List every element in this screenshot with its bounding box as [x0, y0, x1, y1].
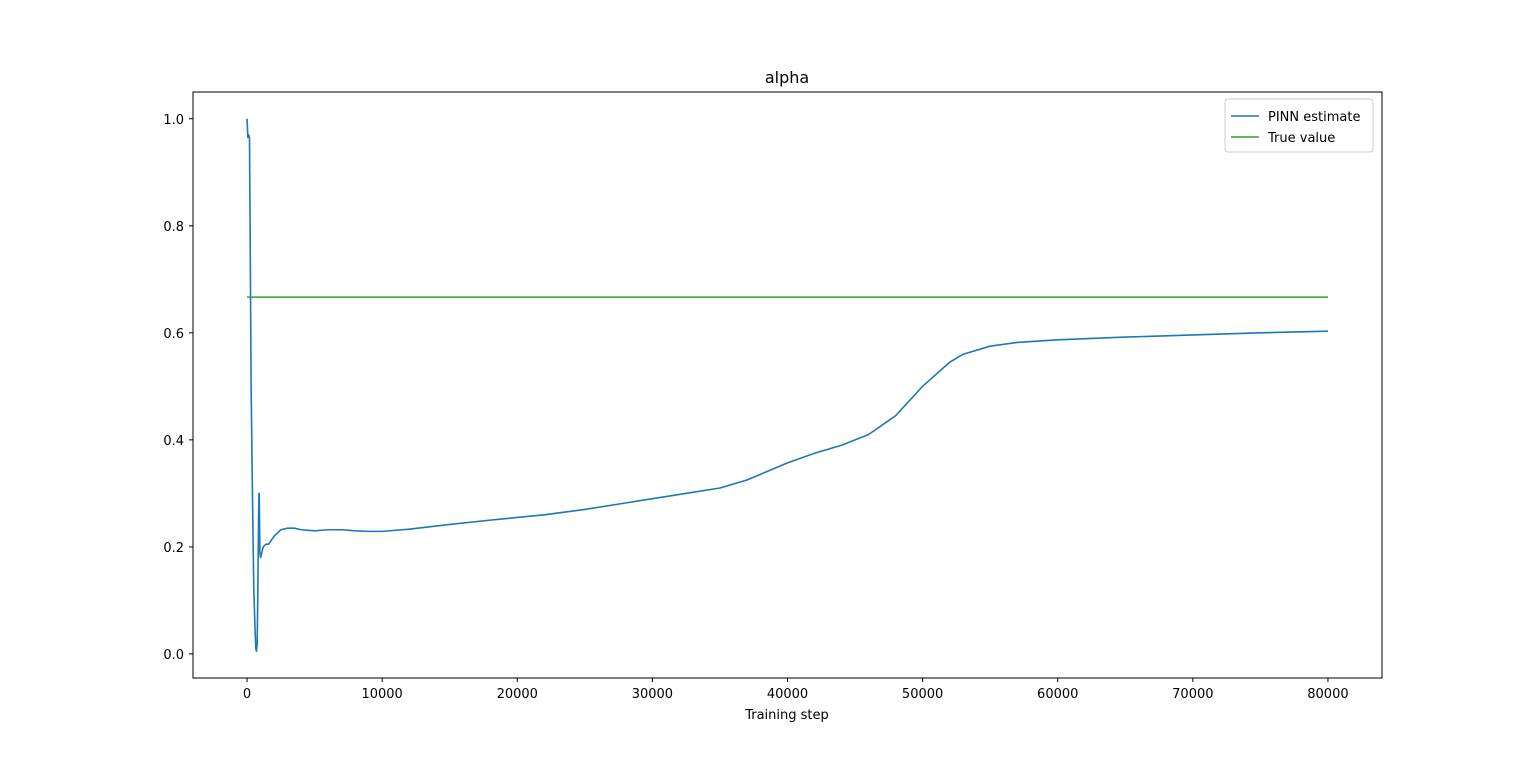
series-layer [246, 118, 1328, 653]
y-tick-label-2: 0.4 [163, 434, 184, 449]
x-axis: 0 10000 20000 30000 40000 50000 60000 70000 8000… [243, 678, 1349, 702]
x-tick-label-5: 50000 [902, 687, 943, 702]
y-tick-label-5: 1.0 [163, 113, 184, 128]
y-tick-label-1: 0.2 [163, 541, 184, 556]
legend-entry-1: True value [1267, 131, 1335, 146]
y-axis: 0.0 0.2 0.4 0.6 0.8 1.0 [163, 113, 193, 663]
chart-title: alpha [765, 68, 809, 87]
y-tick-label-4: 0.8 [163, 220, 184, 235]
legend-entry-0: PINN estimate [1268, 110, 1360, 125]
series-line-0 [246, 118, 1328, 653]
x-tick-label-0: 0 [243, 687, 251, 702]
x-tick-label-8: 80000 [1307, 687, 1348, 702]
y-tick-label-0: 0.0 [163, 648, 184, 663]
x-tick-label-6: 60000 [1037, 687, 1078, 702]
x-tick-label-7: 70000 [1172, 687, 1213, 702]
x-tick-label-3: 30000 [632, 687, 673, 702]
y-tick-label-3: 0.6 [163, 327, 184, 342]
x-tick-label-1: 10000 [361, 687, 402, 702]
x-axis-label: Training step [744, 708, 829, 723]
legend-box [1224, 98, 1374, 153]
x-tick-label-4: 40000 [767, 687, 808, 702]
x-tick-label-2: 20000 [497, 687, 538, 702]
legend: PINN estimate True value [1224, 98, 1374, 153]
